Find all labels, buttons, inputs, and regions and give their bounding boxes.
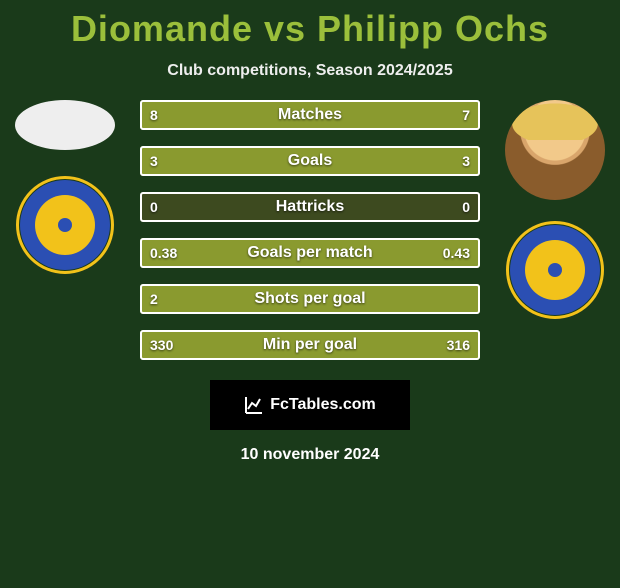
chart-icon: [244, 395, 264, 415]
footer-brand-text: FcTables.com: [270, 396, 376, 414]
metric-value-left: 330: [150, 330, 173, 360]
metric-label: Hattricks: [140, 192, 480, 222]
metric-row: Matches8 7: [140, 100, 480, 130]
metrics-bars: Matches8 7 Goals3 3 Hattricks0 0 Goals per mat…: [140, 100, 480, 360]
left-column: [10, 100, 120, 270]
metric-row: Hattricks0 0: [140, 192, 480, 222]
metric-value-right: 0: [462, 192, 470, 222]
player-left-club-badge: [20, 180, 110, 270]
metric-value-right: 7: [462, 100, 470, 130]
metric-value-left: 8: [150, 100, 158, 130]
metric-value-left: 0.38: [150, 238, 177, 268]
metric-value-left: 3: [150, 146, 158, 176]
metric-label: Goals: [140, 146, 480, 176]
metric-label: Shots per goal: [140, 284, 480, 314]
metric-value-left: 0: [150, 192, 158, 222]
player-left-avatar: [15, 100, 115, 150]
metric-value-left: 2: [150, 284, 158, 314]
right-column: [500, 100, 610, 315]
comparison-content: Matches8 7 Goals3 3 Hattricks0 0 Goals per mat…: [0, 100, 620, 360]
metric-value-right: 316: [447, 330, 470, 360]
metric-value-right: 0.43: [443, 238, 470, 268]
metric-row: Goals per match0.38 0.43: [140, 238, 480, 268]
footer-date: 10 november 2024: [0, 446, 620, 464]
metric-row: Goals3 3: [140, 146, 480, 176]
player-right-avatar: [505, 100, 605, 200]
metric-value-right: 3: [462, 146, 470, 176]
page-title: Diomande vs Philipp Ochs: [0, 8, 620, 50]
subtitle: Club competitions, Season 2024/2025: [0, 62, 620, 80]
metric-row: Min per goal330 316: [140, 330, 480, 360]
metric-label: Min per goal: [140, 330, 480, 360]
metric-label: Matches: [140, 100, 480, 130]
metric-row: Shots per goal2: [140, 284, 480, 314]
player-right-club-badge: [510, 225, 600, 315]
metric-label: Goals per match: [140, 238, 480, 268]
footer-brand-logo: FcTables.com: [210, 380, 410, 430]
